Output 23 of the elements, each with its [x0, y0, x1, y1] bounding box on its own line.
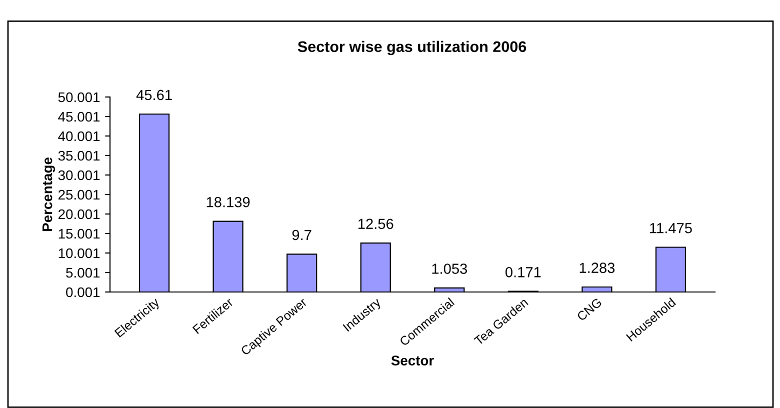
y-tick-label: 5.001 — [66, 268, 100, 278]
data-label: 0.171 — [505, 267, 541, 278]
data-label: 18.139 — [206, 196, 250, 208]
y-tick-label: 10.001 — [58, 248, 100, 258]
y-tick-label: 40.001 — [58, 131, 100, 142]
y-tick-label: 0.001 — [66, 287, 100, 298]
data-label: 45.61 — [136, 90, 172, 100]
data-label: 1.283 — [580, 262, 615, 274]
x-axis-title: Sector — [391, 356, 434, 366]
y-tick-label: 20.001 — [58, 209, 100, 220]
y-tick-label: 15.001 — [58, 228, 100, 239]
data-label: 1.053 — [432, 264, 467, 274]
data-label: 9.7 — [292, 230, 312, 240]
y-axis-title: Percentage — [42, 158, 56, 232]
y-tick-label: 50.001 — [58, 92, 100, 102]
x-tick-label: CNG — [576, 298, 602, 322]
data-label: 11.475 — [650, 223, 692, 234]
y-tick-label: 30.001 — [58, 170, 100, 180]
data-label: 12.56 — [358, 218, 394, 230]
y-tick-label: 25.001 — [58, 190, 100, 200]
y-tick-label: 45.001 — [58, 112, 100, 122]
y-tick-label: 35.001 — [58, 150, 100, 161]
chart-title: Sector wise gas utilization 2006 — [298, 40, 526, 56]
